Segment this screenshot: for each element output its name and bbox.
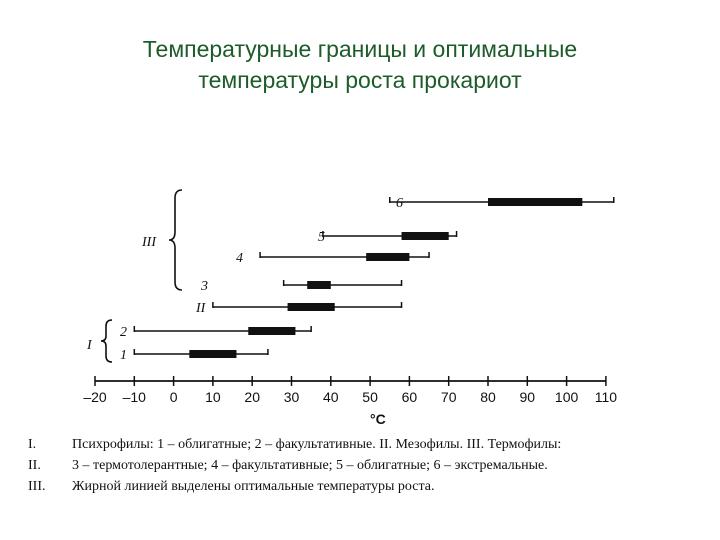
optimum-bar	[401, 232, 449, 240]
x-axis-tick-label: 10	[205, 389, 221, 405]
row-label: 4	[236, 251, 243, 266]
x-axis-tick-label: 90	[520, 389, 536, 405]
x-axis-tick-label: 50	[362, 389, 378, 405]
optimum-bar	[307, 281, 331, 289]
group-brace-I	[100, 319, 113, 363]
row-label: 1	[120, 348, 127, 363]
title-line-1: Температурные границы и оптимальные	[142, 36, 578, 62]
x-axis-tick-label: 0	[170, 389, 178, 405]
legend: I. Психрофилы: 1 – облигатные; 2 – факул…	[28, 434, 718, 497]
x-axis-tick-label: –10	[123, 389, 147, 405]
optimum-bar	[287, 303, 335, 311]
legend-row: III. Жирной линией выделены оптимальные …	[28, 476, 718, 497]
page-title: Температурные границы и оптимальные темп…	[0, 34, 720, 96]
range-row-1: 1	[120, 348, 269, 363]
x-axis-tick-label: 20	[244, 389, 260, 405]
axis-unit-label: °C	[370, 411, 386, 427]
optimum-bar	[488, 198, 583, 206]
optimum-bar	[189, 350, 237, 358]
x-axis-tick-label: 40	[323, 389, 339, 405]
legend-row: II. 3 – термотолерантные; 4 – факультати…	[28, 455, 718, 476]
range-row-5: 5	[318, 230, 458, 245]
x-axis-tick-label: 80	[480, 389, 496, 405]
row-label: II	[195, 301, 207, 316]
x-axis-tick-label: –20	[83, 389, 107, 405]
temperature-range-diagram: 6 5 4 3 II 2 1 –20 –10 0 10 20 30 40 50 60 70 80 90 100 110…	[83, 189, 618, 427]
legend-row: I. Психрофилы: 1 – облигатные; 2 – факул…	[28, 434, 718, 455]
x-axis-tick-label: 100	[555, 389, 579, 405]
x-axis-tick-label: 110	[595, 389, 618, 405]
legend-number: III.	[28, 479, 46, 494]
optimum-bar	[248, 327, 296, 335]
x-axis-tick-label: 60	[402, 389, 418, 405]
optimum-bar	[366, 253, 410, 261]
legend-text: Жирной линией выделены оптимальные темпе…	[72, 479, 435, 494]
range-row-4: 4	[236, 251, 430, 266]
title-line-2: температуры роста прокариот	[198, 67, 522, 93]
x-axis-tick-label: 70	[441, 389, 457, 405]
row-label: 2	[120, 325, 127, 340]
group-label-I: I	[86, 338, 93, 353]
group-label-III: III	[141, 235, 157, 250]
range-row-2: 2	[120, 325, 312, 340]
legend-number: II.	[28, 458, 41, 473]
x-axis-tick-label: 30	[284, 389, 300, 405]
legend-text: 3 – термотолерантные; 4 – факультативные…	[72, 458, 548, 473]
row-label: 5	[318, 230, 325, 245]
row-label: 3	[200, 279, 208, 294]
range-row-II: II	[195, 301, 403, 316]
row-label: 6	[396, 196, 403, 211]
legend-text: Психрофилы: 1 – облигатные; 2 – факульта…	[72, 437, 562, 452]
group-brace-III	[168, 189, 183, 291]
range-row-6: 6	[389, 196, 615, 211]
legend-number: I.	[28, 437, 37, 452]
range-row-3: 3	[200, 279, 403, 294]
